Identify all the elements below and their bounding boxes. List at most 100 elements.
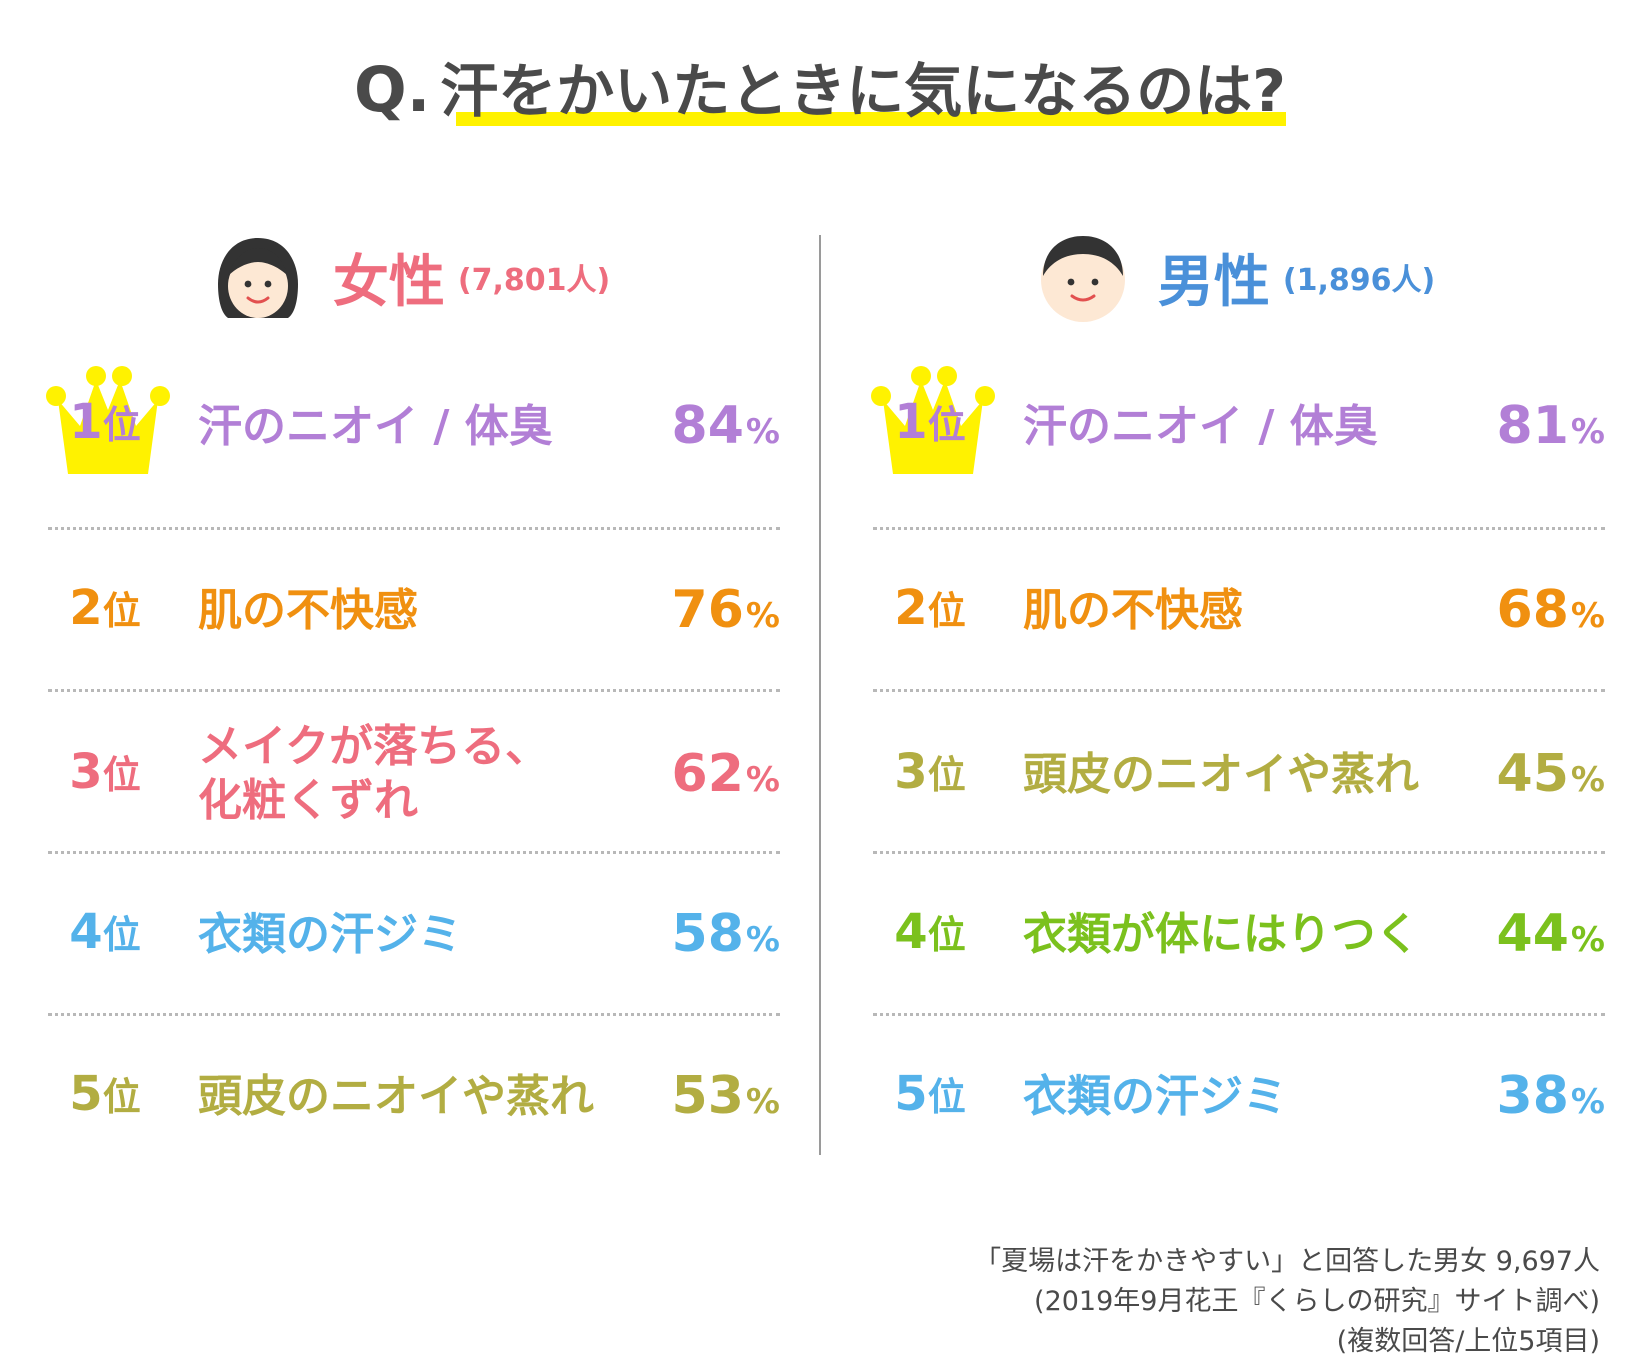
percent-unit: %	[1570, 596, 1605, 636]
rank-number: 4	[69, 904, 103, 960]
item-text: 頭皮のニオイや蒸れ	[198, 1071, 594, 1122]
dotted-separator	[873, 689, 1605, 692]
rank-label: 1位	[865, 394, 995, 450]
percent-value: 62	[671, 744, 744, 804]
percent-label: 68%	[1497, 580, 1605, 640]
rank-number: 4	[894, 904, 928, 960]
table-row: 1位 汗のニオイ / 体臭 84%	[40, 366, 780, 530]
item-text: 衣類が体にはりつく	[1023, 909, 1420, 960]
female-header: 女性 (7,801人)	[40, 232, 780, 322]
percent-label: 84%	[672, 396, 780, 456]
item-text-line1: メイクが落ちる、	[198, 721, 550, 772]
female-face-icon	[217, 238, 298, 318]
rank-number: 5	[69, 1066, 103, 1122]
source-note: 「夏場は汗をかきやすい」と回答した男女 9,697人 (2019年9月花王『くら…	[700, 1242, 1600, 1362]
percent-unit: %	[1570, 1082, 1605, 1122]
percent-value: 45	[1496, 744, 1569, 804]
question-title: Q. 汗をかいたときに気になるのは?	[0, 44, 1640, 134]
dotted-separator	[48, 851, 780, 854]
percent-label: 81%	[1497, 396, 1605, 456]
percent-value: 44	[1496, 904, 1569, 964]
rank-label: 5位	[40, 1066, 170, 1122]
crown-icon	[46, 366, 170, 474]
rank-unit: 位	[102, 913, 141, 957]
percent-label: 76%	[672, 580, 780, 640]
percent-unit: %	[1570, 412, 1605, 452]
rank-number: 1	[69, 394, 103, 450]
item-text: メイクが落ちる、 化粧くずれ	[198, 720, 638, 828]
dotted-separator	[48, 689, 780, 692]
dotted-separator	[48, 527, 780, 530]
rank-label: 2位	[865, 580, 995, 636]
rank-number: 3	[69, 744, 103, 800]
percent-value: 38	[1496, 1066, 1569, 1126]
rank-unit: 位	[927, 403, 966, 447]
rank-number: 1	[894, 394, 928, 450]
male-label: 男性	[1157, 249, 1270, 315]
table-row: 4位 衣類が体にはりつく 44%	[865, 854, 1605, 1016]
rank-number: 5	[894, 1066, 928, 1122]
rank-unit: 位	[102, 753, 141, 797]
male-face-icon	[1040, 236, 1125, 322]
table-row: 3位 メイクが落ちる、 化粧くずれ 62%	[40, 692, 780, 854]
female-count: (7,801人)	[457, 263, 611, 298]
item-text: 肌の不快感	[1023, 585, 1243, 636]
percent-value: 68	[1496, 580, 1569, 640]
percent-unit: %	[1570, 920, 1605, 960]
percent-unit: %	[745, 1082, 780, 1122]
table-row: 5位 頭皮のニオイや蒸れ 53%	[40, 1016, 780, 1178]
question-text: 汗をかいたときに気になるのは?	[440, 57, 1286, 125]
female-ranking: 1位 汗のニオイ / 体臭 84% 2位 肌の不快感 76% 3位 メイクが落ち…	[40, 366, 780, 1178]
percent-label: 58%	[672, 904, 780, 964]
rank-label: 3位	[40, 744, 170, 800]
percent-value: 58	[671, 904, 744, 964]
percent-unit: %	[745, 412, 780, 452]
percent-value: 84	[671, 396, 744, 456]
percent-unit: %	[745, 596, 780, 636]
percent-value: 53	[671, 1066, 744, 1126]
table-row: 2位 肌の不快感 68%	[865, 530, 1605, 692]
table-row: 1位 汗のニオイ / 体臭 81%	[865, 366, 1605, 530]
percent-label: 45%	[1497, 744, 1605, 804]
note-line3: (複数回答/上位5項目)	[1336, 1326, 1600, 1357]
rank-unit: 位	[927, 1075, 966, 1119]
rank-unit: 位	[102, 589, 141, 633]
rank-unit: 位	[102, 1075, 141, 1119]
rank-unit: 位	[927, 753, 966, 797]
male-count: (1,896人)	[1282, 263, 1436, 298]
male-header: 男性 (1,896人)	[865, 232, 1605, 322]
female-label: 女性	[332, 249, 445, 315]
rank-number: 3	[894, 744, 928, 800]
rank-number: 2	[69, 580, 103, 636]
column-divider	[819, 235, 821, 1155]
percent-unit: %	[745, 760, 780, 800]
item-text: 頭皮のニオイや蒸れ	[1023, 749, 1419, 800]
dotted-separator	[873, 527, 1605, 530]
percent-label: 44%	[1497, 904, 1605, 964]
male-column: 男性 (1,896人) 1位 汗のニオイ / 体臭 81% 2位 肌の不快感 6…	[865, 0, 1605, 1359]
rank-unit: 位	[927, 913, 966, 957]
item-text: 衣類の汗ジミ	[198, 909, 462, 960]
dotted-separator	[873, 851, 1605, 854]
male-ranking: 1位 汗のニオイ / 体臭 81% 2位 肌の不快感 68% 3位 頭皮のニオイ…	[865, 366, 1605, 1178]
table-row: 3位 頭皮のニオイや蒸れ 45%	[865, 692, 1605, 854]
rank-label: 4位	[40, 904, 170, 960]
percent-label: 38%	[1497, 1066, 1605, 1126]
rank-unit: 位	[102, 403, 141, 447]
table-row: 4位 衣類の汗ジミ 58%	[40, 854, 780, 1016]
item-text: 衣類の汗ジミ	[1023, 1071, 1287, 1122]
item-text: 汗のニオイ / 体臭	[1023, 401, 1378, 452]
note-line1: 「夏場は汗をかきやすい」と回答した男女 9,697人	[974, 1246, 1600, 1277]
percent-unit: %	[1570, 760, 1605, 800]
dotted-separator	[48, 1013, 780, 1016]
rank-label: 2位	[40, 580, 170, 636]
percent-label: 62%	[672, 744, 780, 804]
percent-label: 53%	[672, 1066, 780, 1126]
item-text-line2: 化粧くずれ	[198, 775, 418, 826]
rank-label: 4位	[865, 904, 995, 960]
title-highlight	[456, 112, 1286, 126]
percent-unit: %	[745, 920, 780, 960]
item-text: 汗のニオイ / 体臭	[198, 401, 553, 452]
table-row: 2位 肌の不快感 76%	[40, 530, 780, 692]
rank-label: 1位	[40, 394, 170, 450]
